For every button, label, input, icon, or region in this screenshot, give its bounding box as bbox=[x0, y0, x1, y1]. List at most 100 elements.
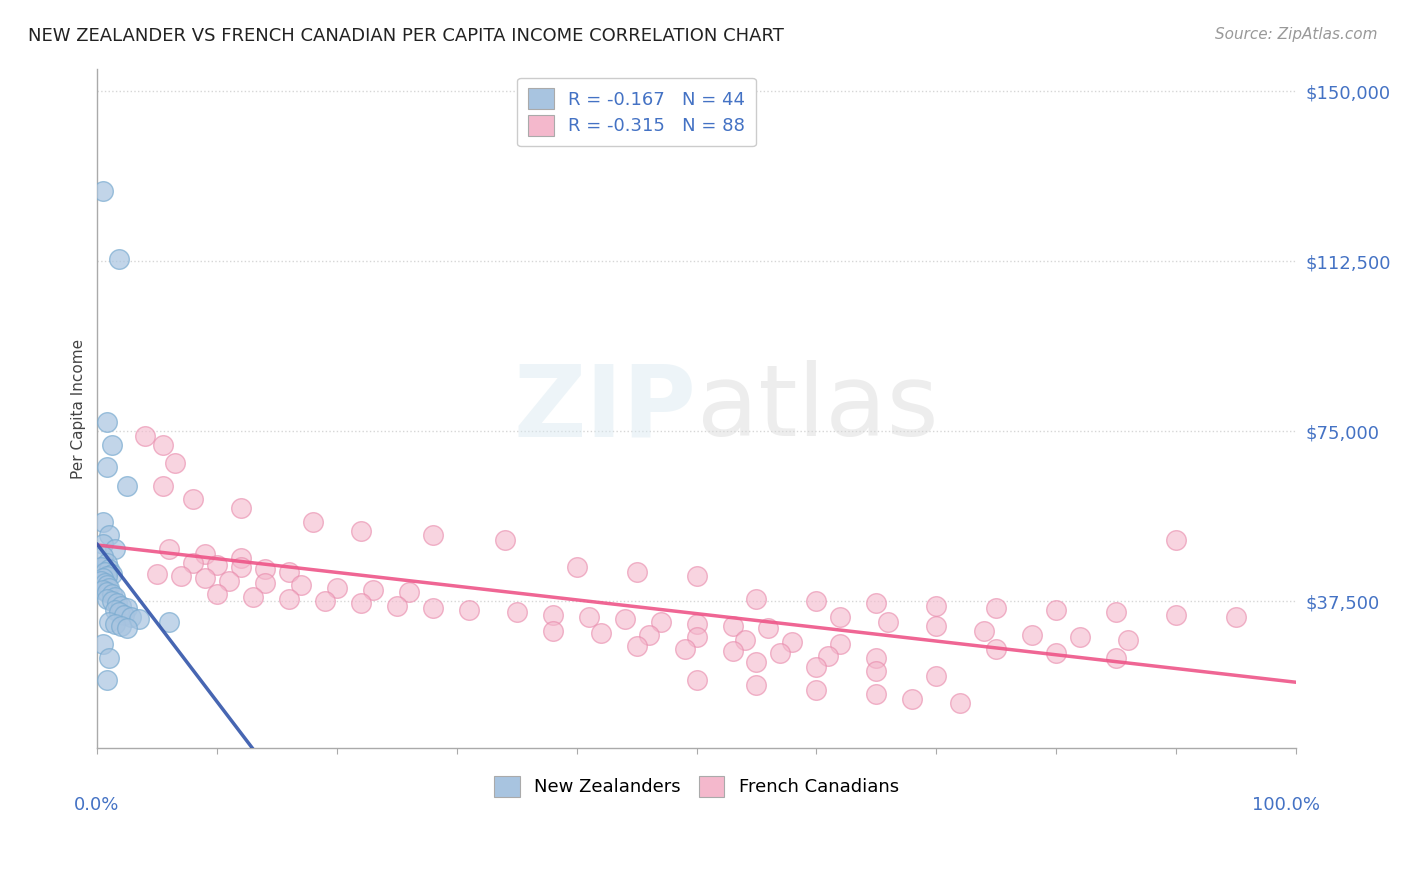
Point bbox=[877, 615, 900, 629]
Point bbox=[278, 565, 301, 579]
Point bbox=[117, 621, 139, 635]
Point bbox=[93, 637, 115, 651]
Point bbox=[157, 541, 180, 556]
Point bbox=[112, 607, 135, 622]
Text: Source: ZipAtlas.com: Source: ZipAtlas.com bbox=[1215, 27, 1378, 42]
Point bbox=[1105, 606, 1128, 620]
Point bbox=[830, 637, 852, 651]
Point bbox=[98, 650, 121, 665]
Point bbox=[278, 591, 301, 606]
Point bbox=[194, 547, 217, 561]
Point bbox=[1116, 632, 1139, 647]
Point bbox=[721, 619, 744, 633]
Point bbox=[565, 560, 588, 574]
Point bbox=[242, 590, 264, 604]
Point bbox=[181, 492, 204, 507]
Point bbox=[650, 615, 672, 629]
Point bbox=[108, 252, 131, 266]
Point bbox=[104, 541, 127, 556]
Point bbox=[782, 635, 804, 649]
Point bbox=[361, 582, 384, 597]
Point bbox=[734, 632, 756, 647]
Point bbox=[96, 556, 118, 570]
Point bbox=[925, 669, 948, 683]
Point bbox=[93, 184, 115, 198]
Point bbox=[104, 616, 127, 631]
Y-axis label: Per Capita Income: Per Capita Income bbox=[72, 338, 86, 479]
Point bbox=[93, 515, 115, 529]
Point bbox=[1225, 610, 1247, 624]
Point bbox=[93, 549, 115, 563]
Point bbox=[152, 438, 174, 452]
Point bbox=[254, 562, 277, 576]
Point bbox=[170, 569, 193, 583]
Point bbox=[96, 569, 118, 583]
Point bbox=[541, 624, 564, 638]
Point bbox=[637, 628, 659, 642]
Point bbox=[290, 578, 312, 592]
Point bbox=[745, 678, 768, 692]
Point bbox=[205, 558, 228, 572]
Point bbox=[98, 581, 121, 595]
Point bbox=[769, 646, 792, 660]
Point bbox=[100, 566, 122, 581]
Point bbox=[901, 691, 924, 706]
Point bbox=[254, 576, 277, 591]
Point bbox=[541, 607, 564, 622]
Point bbox=[949, 696, 972, 710]
Point bbox=[98, 528, 121, 542]
Point bbox=[1164, 533, 1187, 547]
Point bbox=[96, 415, 118, 429]
Point bbox=[90, 574, 112, 588]
Point bbox=[105, 596, 128, 610]
Legend: New Zealanders, French Canadians: New Zealanders, French Canadians bbox=[484, 765, 910, 807]
Point bbox=[96, 585, 118, 599]
Point bbox=[104, 590, 127, 604]
Point bbox=[350, 524, 373, 538]
Point bbox=[494, 533, 516, 547]
Point bbox=[96, 673, 118, 688]
Point bbox=[165, 456, 187, 470]
Point bbox=[117, 601, 139, 615]
Point bbox=[100, 438, 122, 452]
Point bbox=[98, 562, 121, 576]
Point bbox=[104, 603, 127, 617]
Point bbox=[120, 610, 142, 624]
Text: atlas: atlas bbox=[696, 360, 938, 457]
Point bbox=[1045, 646, 1067, 660]
Point bbox=[96, 460, 118, 475]
Point bbox=[314, 594, 336, 608]
Point bbox=[865, 665, 887, 679]
Point bbox=[685, 631, 707, 645]
Point bbox=[626, 565, 648, 579]
Point bbox=[231, 501, 253, 516]
Point bbox=[806, 682, 828, 697]
Point bbox=[93, 572, 115, 586]
Point bbox=[93, 576, 115, 591]
Point bbox=[925, 599, 948, 613]
Point bbox=[100, 587, 122, 601]
Text: 100.0%: 100.0% bbox=[1251, 796, 1320, 814]
Point bbox=[422, 601, 444, 615]
Point bbox=[685, 616, 707, 631]
Point bbox=[108, 606, 131, 620]
Point bbox=[1164, 607, 1187, 622]
Point bbox=[817, 648, 839, 663]
Point bbox=[93, 537, 115, 551]
Point bbox=[110, 599, 132, 613]
Point bbox=[506, 606, 529, 620]
Point bbox=[194, 572, 217, 586]
Point bbox=[128, 612, 150, 626]
Point bbox=[1021, 628, 1043, 642]
Point bbox=[986, 641, 1008, 656]
Point bbox=[986, 601, 1008, 615]
Text: ZIP: ZIP bbox=[513, 360, 696, 457]
Point bbox=[96, 578, 118, 592]
Point bbox=[721, 644, 744, 658]
Point bbox=[93, 565, 115, 579]
Point bbox=[93, 582, 115, 597]
Text: NEW ZEALANDER VS FRENCH CANADIAN PER CAPITA INCOME CORRELATION CHART: NEW ZEALANDER VS FRENCH CANADIAN PER CAP… bbox=[28, 27, 785, 45]
Point bbox=[745, 591, 768, 606]
Point bbox=[205, 587, 228, 601]
Point bbox=[865, 687, 887, 701]
